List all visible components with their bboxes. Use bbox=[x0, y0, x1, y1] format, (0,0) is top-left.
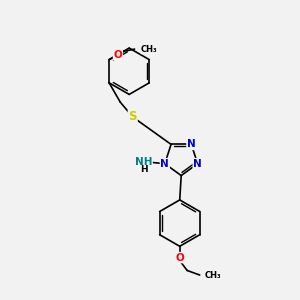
Text: CH₃: CH₃ bbox=[141, 45, 158, 54]
Text: N: N bbox=[187, 140, 196, 149]
Text: NH: NH bbox=[135, 157, 152, 167]
Text: N: N bbox=[160, 159, 169, 169]
Text: O: O bbox=[175, 253, 184, 262]
Text: CH₃: CH₃ bbox=[205, 271, 222, 280]
Text: N: N bbox=[193, 159, 202, 169]
Text: H: H bbox=[140, 165, 148, 174]
Text: O: O bbox=[113, 50, 122, 60]
Text: S: S bbox=[128, 110, 137, 123]
